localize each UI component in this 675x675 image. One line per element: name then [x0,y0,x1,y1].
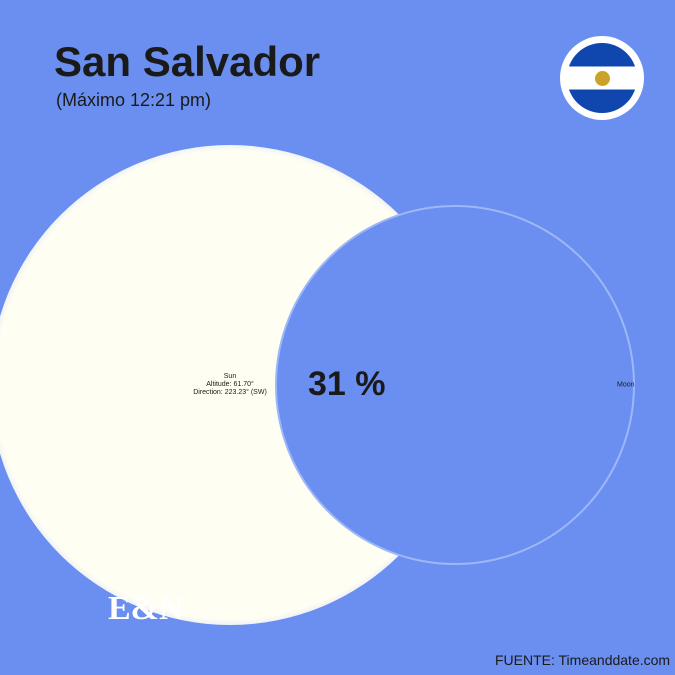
flag-el-salvador-icon [567,43,637,113]
source-credit: FUENTE: Timeanddate.com [495,652,670,668]
flag-badge [560,36,644,120]
sun-position-data: SunAltitude: 61.70°Direction: 223.23° (S… [180,373,280,397]
brand-logo: E&N [108,590,184,628]
obscuration-percent: 31 % [308,365,386,404]
city-title: San Salvador [54,38,320,86]
flag-emblem-icon [595,71,610,86]
max-time-subtitle: (Máximo 12:21 pm) [56,90,211,111]
moon-label: Moon [617,382,635,389]
